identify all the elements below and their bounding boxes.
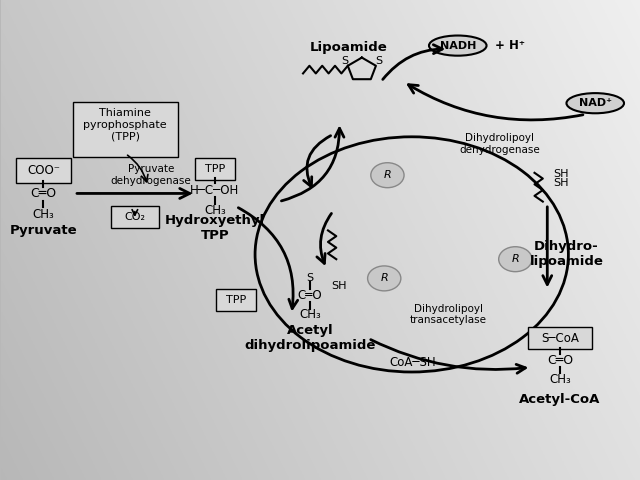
FancyBboxPatch shape xyxy=(72,102,178,157)
Text: C═O: C═O xyxy=(30,187,56,201)
FancyBboxPatch shape xyxy=(528,327,592,349)
Text: NADH: NADH xyxy=(440,41,476,50)
Text: Pyruvate: Pyruvate xyxy=(10,224,77,237)
Text: C═O: C═O xyxy=(298,288,323,302)
FancyBboxPatch shape xyxy=(216,289,256,311)
Text: TPP: TPP xyxy=(205,164,225,174)
Text: Dihydro-
lipoamide: Dihydro- lipoamide xyxy=(529,240,604,268)
Circle shape xyxy=(371,163,404,188)
Text: R: R xyxy=(511,254,519,264)
Text: CH₃: CH₃ xyxy=(549,372,571,386)
Text: Acetyl
dihydrolipoamide: Acetyl dihydrolipoamide xyxy=(244,324,376,352)
Text: S: S xyxy=(375,56,382,66)
Text: R: R xyxy=(383,170,391,180)
Text: Dihydrolipoyl
transacetylase: Dihydrolipoyl transacetylase xyxy=(410,304,486,325)
Text: TPP: TPP xyxy=(226,295,246,305)
Text: + H⁺: + H⁺ xyxy=(495,39,525,52)
Text: SH: SH xyxy=(554,169,569,179)
Text: Acetyl-CoA: Acetyl-CoA xyxy=(520,393,601,406)
Text: SH: SH xyxy=(332,281,348,290)
Text: Pyruvate
dehydrogenase: Pyruvate dehydrogenase xyxy=(111,164,191,186)
FancyBboxPatch shape xyxy=(111,206,159,228)
Text: S: S xyxy=(342,56,349,66)
Circle shape xyxy=(367,266,401,291)
Text: COO⁻: COO⁻ xyxy=(27,164,60,177)
Circle shape xyxy=(499,247,532,272)
Text: R: R xyxy=(380,274,388,283)
Text: CH₃: CH₃ xyxy=(33,207,54,221)
Text: Hydroxyethyl
TPP: Hydroxyethyl TPP xyxy=(164,214,265,242)
Text: S: S xyxy=(307,274,314,283)
Text: Dihydrolipoyl
dehydrogenase: Dihydrolipoyl dehydrogenase xyxy=(459,133,540,155)
Text: NAD⁺: NAD⁺ xyxy=(579,98,612,108)
FancyBboxPatch shape xyxy=(195,158,235,180)
Text: CH₃: CH₃ xyxy=(204,204,226,217)
Text: C═O: C═O xyxy=(547,353,573,367)
FancyBboxPatch shape xyxy=(16,158,70,183)
Text: H─C─OH: H─C─OH xyxy=(190,183,239,197)
Text: CO₂: CO₂ xyxy=(124,212,145,222)
Text: S─CoA: S─CoA xyxy=(541,332,579,345)
Text: Thiamine
pyrophosphate
(TPP): Thiamine pyrophosphate (TPP) xyxy=(83,108,167,142)
Text: Lipoamide: Lipoamide xyxy=(310,40,388,54)
Ellipse shape xyxy=(429,36,486,56)
Text: CH₃: CH₃ xyxy=(299,308,321,322)
Text: SH: SH xyxy=(554,179,569,188)
Text: CoA─SH: CoA─SH xyxy=(390,356,436,369)
Ellipse shape xyxy=(566,93,624,113)
